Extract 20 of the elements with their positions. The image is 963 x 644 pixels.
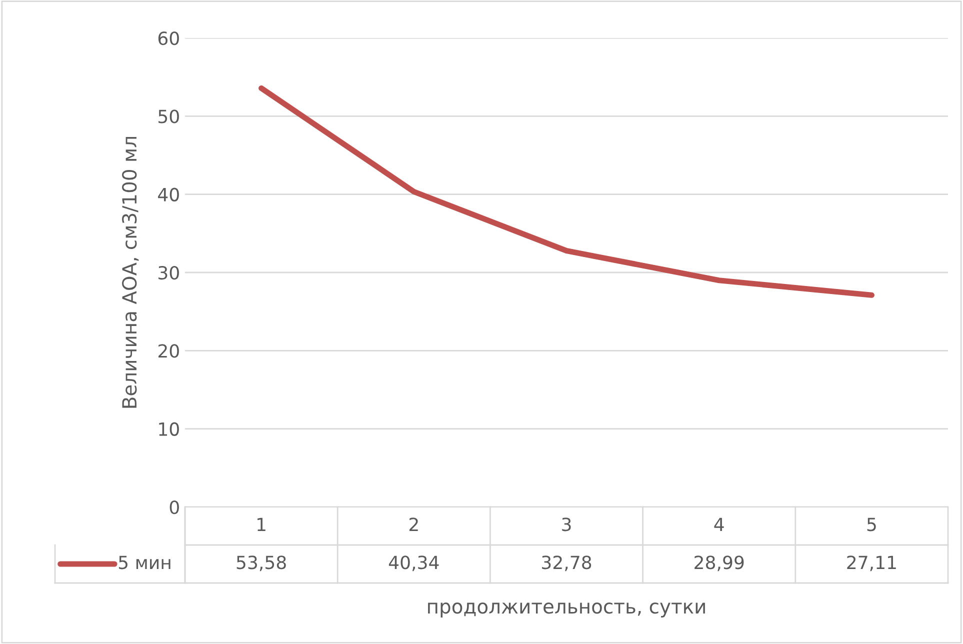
y-tick-label: 30	[158, 266, 179, 280]
x-tick-label: 4	[714, 518, 724, 531]
data-label: 40,34	[388, 556, 439, 572]
data-label: 53,58	[236, 556, 286, 572]
y-tick-label: 50	[158, 110, 179, 124]
y-tick-label: 20	[158, 344, 179, 358]
x-tick-label: 2	[409, 518, 418, 531]
x-tick-label: 1	[258, 518, 266, 531]
y-tick-label: 0	[170, 500, 179, 514]
y-tick-label: 60	[158, 31, 179, 46]
y-axis-title: Величина АОА, см3/100 мл	[122, 136, 139, 408]
x-axis-title: продолжительность, сутки	[428, 602, 705, 618]
y-tick-label: 40	[158, 188, 179, 202]
x-tick-label: 3	[562, 518, 571, 532]
y-tick-label: 10	[159, 422, 179, 436]
data-label: 32,78	[542, 556, 592, 572]
x-tick-label: 5	[867, 518, 876, 532]
legend-label: 5 мин	[118, 556, 170, 570]
data-label: 28,99	[694, 556, 744, 572]
data-label: 27,11	[847, 556, 896, 572]
